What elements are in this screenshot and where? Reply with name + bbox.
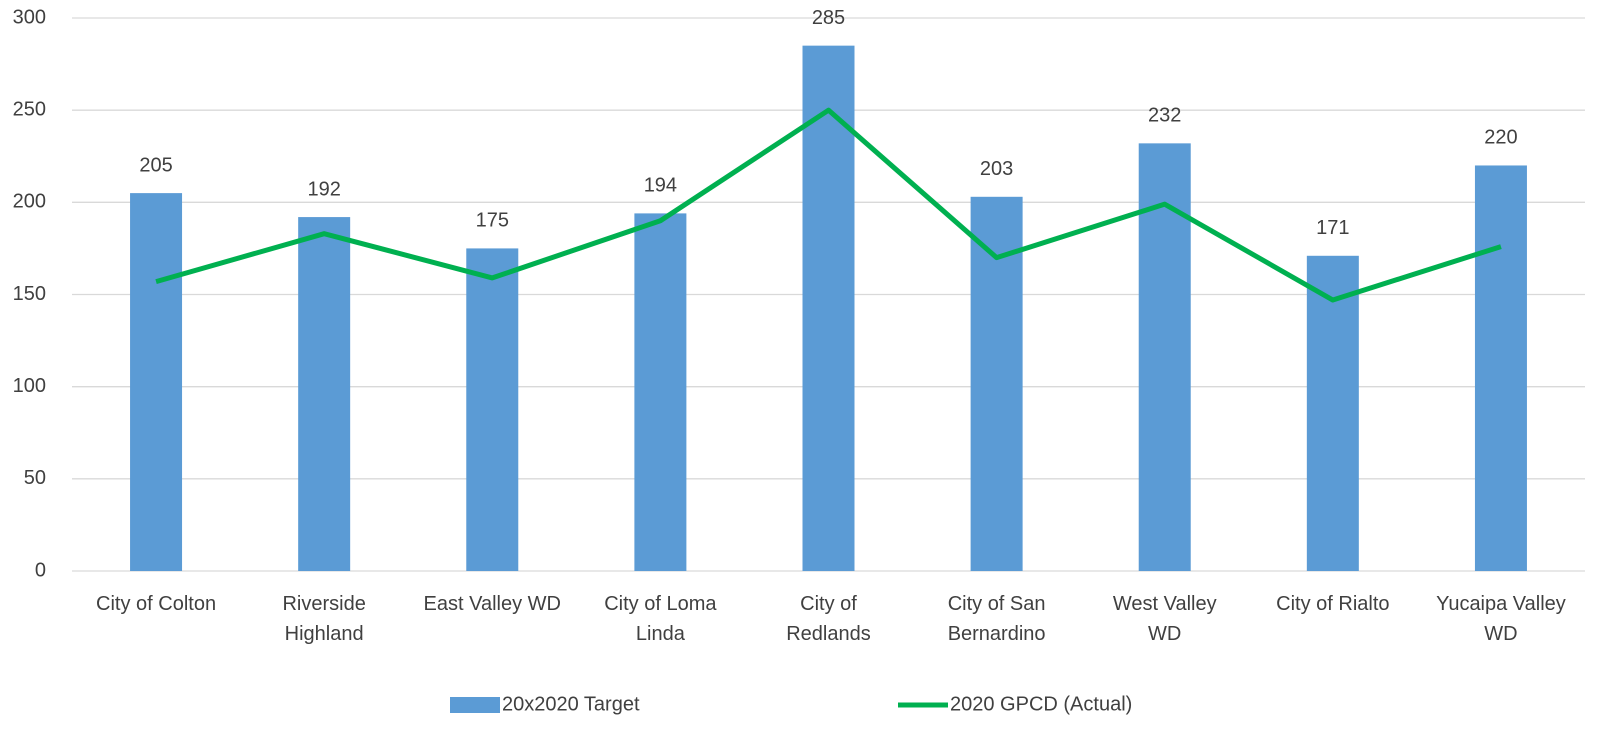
x-tick-label: City of Loma Linda bbox=[604, 593, 717, 645]
data-label: 175 bbox=[476, 210, 509, 232]
x-tick-label: City of Rialto bbox=[1276, 593, 1390, 615]
bar bbox=[634, 213, 687, 572]
y-tick-label: 0 bbox=[35, 559, 46, 581]
data-label: 232 bbox=[1148, 105, 1181, 127]
data-label: 285 bbox=[812, 7, 845, 29]
data-label: 220 bbox=[1484, 127, 1517, 149]
legend-label: 2020 GPCD (Actual) bbox=[950, 693, 1132, 715]
bar bbox=[1306, 255, 1359, 572]
y-tick-label: 200 bbox=[13, 191, 46, 213]
x-tick-label: East Valley WD bbox=[423, 593, 561, 615]
bar bbox=[1474, 165, 1527, 571]
x-tick-label: Riverside Highland bbox=[282, 593, 366, 645]
x-tick-label: City of Colton bbox=[96, 593, 217, 615]
y-tick-label: 250 bbox=[13, 98, 46, 120]
y-tick-label: 50 bbox=[24, 467, 46, 489]
bar bbox=[298, 217, 351, 571]
y-tick-label: 100 bbox=[13, 375, 46, 397]
x-tick-label: West Valley WD bbox=[1112, 593, 1217, 645]
data-label: 205 bbox=[139, 154, 172, 176]
y-tick-label: 150 bbox=[13, 283, 46, 305]
y-tick-label: 300 bbox=[13, 6, 46, 28]
data-label: 194 bbox=[644, 175, 677, 197]
bar bbox=[130, 193, 183, 571]
bar bbox=[802, 45, 855, 571]
data-label: 192 bbox=[307, 178, 340, 200]
x-tick-label: City of San Bernardino bbox=[947, 593, 1046, 645]
data-label: 171 bbox=[1316, 217, 1349, 239]
x-tick-label: Yucaipa Valley WD bbox=[1436, 593, 1566, 645]
line bbox=[155, 107, 1502, 303]
x-tick-label: City of Redlands bbox=[786, 593, 871, 645]
legend-label: 20x2020 Target bbox=[502, 693, 640, 715]
bar bbox=[466, 248, 519, 571]
data-label: 203 bbox=[980, 158, 1013, 180]
legend-swatch bbox=[450, 697, 500, 713]
